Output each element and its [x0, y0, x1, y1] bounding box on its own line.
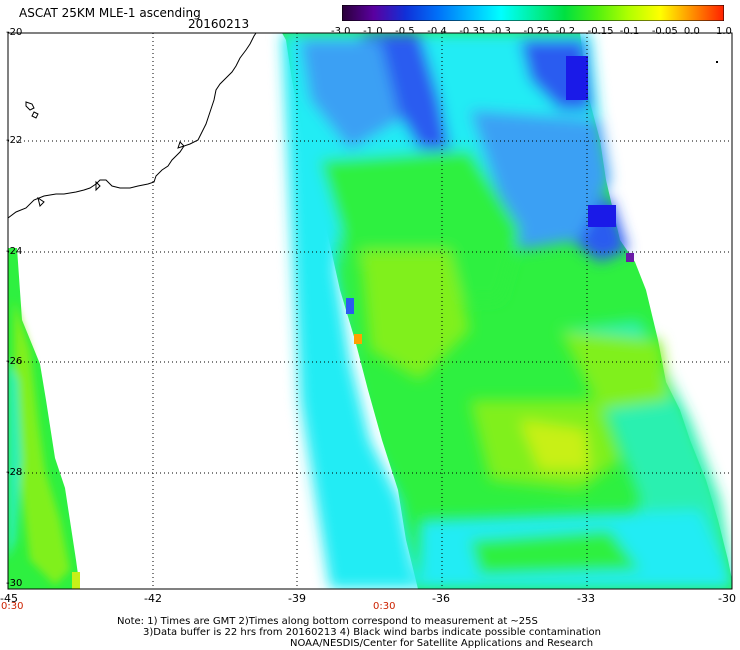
blue-pixel-west	[346, 298, 354, 314]
colorbar-label: -0.4	[427, 26, 447, 37]
left-swath-lime	[14, 300, 70, 585]
gridlines	[8, 33, 732, 589]
colorbar-label: -0.3	[491, 26, 511, 37]
lon-label-36: -36	[432, 592, 450, 605]
lat-label-24: -24	[6, 246, 23, 257]
colorbar-labels: -3.0 -1.0 -0.5 -0.4 -0.35 -0.3 -0.25 -0.2 -0.15-…	[0, 26, 740, 38]
lon-label-33: -33	[577, 592, 595, 605]
field-green-south	[470, 530, 640, 575]
field-yellowgreen	[520, 420, 590, 470]
field-lightblue	[470, 110, 610, 250]
lon-label-45: -45	[0, 592, 18, 605]
note-line-2: 3)Data buffer is 22 hrs from 20160213 4)…	[143, 627, 601, 638]
colorbar-label: -0.5	[395, 26, 415, 37]
left-swath-aqua	[8, 360, 22, 560]
time-label-right: 0:30	[373, 601, 396, 612]
lon-label-39: -39	[288, 592, 306, 605]
colorbar	[342, 5, 724, 21]
lon-label-42: -42	[144, 592, 162, 605]
lat-label-28: -28	[6, 467, 23, 478]
colorbar-label: -0.1	[619, 26, 640, 37]
plot-frame	[7, 32, 733, 590]
colorbar-label: -0.05	[651, 26, 678, 37]
island-dot	[716, 61, 718, 63]
lat-label-20: -20	[6, 27, 23, 38]
orange-pixel	[354, 334, 362, 344]
product-title: ASCAT 25KM MLE-1 ascending	[19, 6, 201, 20]
colorbar-gradient	[342, 5, 724, 21]
field-aqua-west	[282, 33, 418, 589]
field-lightblue-2	[300, 40, 400, 150]
note-line-1: Note: 1) Times are GMT 2)Times along bot…	[117, 616, 538, 627]
coastline	[7, 32, 257, 219]
blue-pixels-ne	[566, 56, 588, 100]
colorbar-label: -0.35	[459, 26, 486, 37]
note-line-3: NOAA/NESDIS/Center for Satellite Applica…	[290, 638, 594, 649]
colorbar-label: -0.2	[555, 26, 576, 37]
left-swath-yellow-pixel	[72, 572, 80, 589]
lat-label-22: -22	[6, 135, 23, 146]
colorbar-label: -0.15	[587, 26, 614, 37]
time-label-left: 0:30	[1, 601, 24, 612]
colorbar-label: -3.0	[331, 26, 351, 37]
colorbar-label: -0.25	[523, 26, 550, 37]
blue-pixels-east	[588, 205, 616, 227]
island-north	[25, 101, 39, 119]
right-swath	[282, 33, 732, 589]
colorbar-label: 0.0	[683, 26, 700, 37]
product-date: 20160213	[188, 17, 250, 31]
colorbar-label: -1.0	[363, 26, 383, 37]
coastline-islands	[37, 141, 185, 207]
field-lime-west	[360, 250, 470, 380]
colorbar-label: 1.0	[716, 26, 732, 37]
lat-label-26: -26	[6, 356, 23, 367]
lon-label-30: -30	[718, 592, 736, 605]
lat-label-30: -30	[6, 578, 23, 589]
purple-pixel	[626, 253, 634, 262]
left-swath	[8, 248, 80, 589]
